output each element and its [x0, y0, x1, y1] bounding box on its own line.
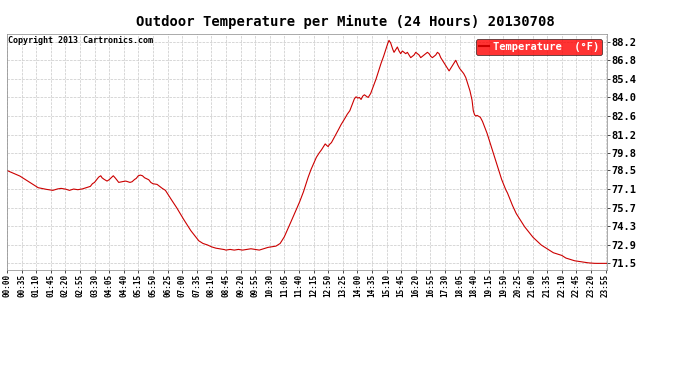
Text: Outdoor Temperature per Minute (24 Hours) 20130708: Outdoor Temperature per Minute (24 Hours…	[136, 15, 554, 29]
Text: Copyright 2013 Cartronics.com: Copyright 2013 Cartronics.com	[8, 36, 153, 45]
Legend: Temperature  (°F): Temperature (°F)	[476, 39, 602, 55]
